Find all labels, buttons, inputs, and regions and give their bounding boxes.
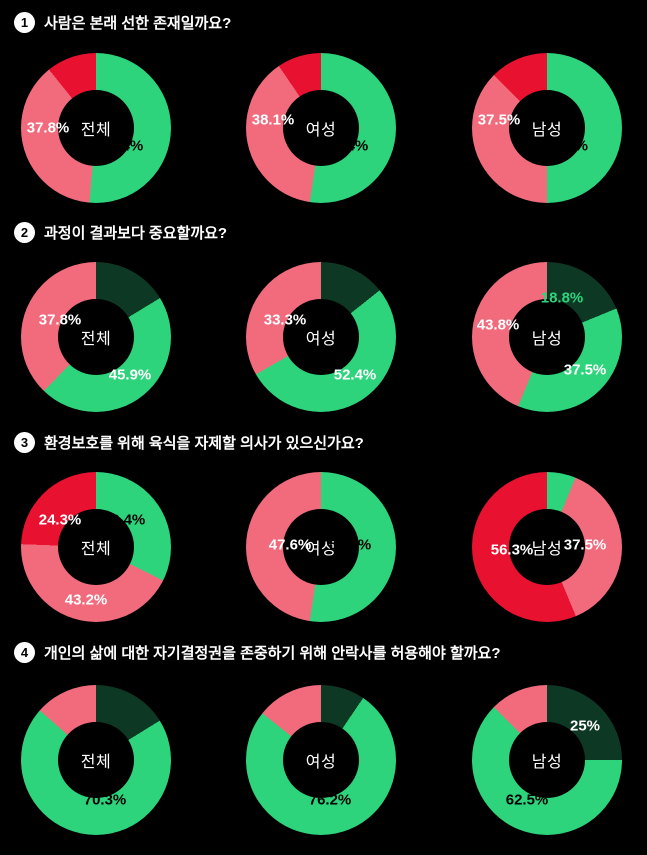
- donut-hole: 남성: [509, 299, 585, 375]
- donut-q3-female: 여성 52.4% 47.6%: [246, 472, 396, 622]
- segment-value-label: 37.8%: [26, 119, 70, 137]
- segment-value-label: 38.1%: [251, 111, 295, 129]
- donut-hole: 여성: [283, 722, 359, 798]
- donut-center-label: 전체: [80, 331, 112, 348]
- segment-value-label: 52.4%: [328, 536, 372, 554]
- question-header: 1 사람은 본래 선한 존재일까요?: [14, 11, 231, 33]
- segment-value-label: 37.8%: [38, 311, 82, 329]
- donut-center-label: 여성: [305, 541, 337, 558]
- donut-q1-total: 전체 51.4% 37.8%: [21, 53, 171, 203]
- donut-hole: 남성: [509, 722, 585, 798]
- segment-value-label: 52.4%: [325, 137, 369, 155]
- segment-value-label: 76.2%: [308, 791, 352, 809]
- donut-hole: 전체: [58, 90, 134, 166]
- segment-value-label: 52.4%: [333, 366, 377, 384]
- segment-value-label: 33.3%: [263, 311, 307, 329]
- donut-q3-male: 남성 37.5% 56.3%: [472, 472, 622, 622]
- segment-value-label: 37.5%: [563, 536, 607, 554]
- segment-value-label: 56.3%: [490, 541, 534, 559]
- segment-value-label: 45.9%: [108, 366, 152, 384]
- donut-center-label: 남성: [531, 122, 563, 139]
- segment-value-label: 43.8%: [476, 316, 520, 334]
- segment-value-label: 51.4%: [100, 137, 144, 155]
- donut-q2-female: 여성 52.4% 33.3%: [246, 262, 396, 412]
- question-number-badge: 2: [14, 221, 35, 243]
- donut-center-label: 전체: [80, 122, 112, 139]
- donut-q4-female: 여성 76.2%: [246, 685, 396, 835]
- segment-value-label: 37.5%: [563, 361, 607, 379]
- donut-hole: 남성: [509, 509, 585, 585]
- segment-value-label: 70.3%: [83, 791, 127, 809]
- donut-hole: 남성: [509, 90, 585, 166]
- question-header: 2 과정이 결과보다 중요할까요?: [14, 221, 227, 243]
- donut-q3-total: 전체 32.4% 43.2% 24.3%: [21, 472, 171, 622]
- donut-center-label: 전체: [80, 754, 112, 771]
- donut-center-label: 남성: [531, 331, 563, 348]
- question-number-badge: 4: [14, 641, 35, 663]
- question-title: 과정이 결과보다 중요할까요?: [44, 224, 228, 242]
- question-header: 4 개인의 삶에 대한 자기결정권을 존중하기 위해 안락사를 허용해야 할까요?: [14, 641, 501, 663]
- segment-value-label: 62.5%: [505, 791, 549, 809]
- donut-hole: 여성: [283, 299, 359, 375]
- segment-value-label: 47.6%: [268, 536, 312, 554]
- segment-value-label: 37.5%: [477, 111, 521, 129]
- donut-center-label: 남성: [531, 541, 563, 558]
- donut-center-label: 여성: [305, 122, 337, 139]
- donut-center-label: 남성: [531, 754, 563, 771]
- donut-q2-male: 남성 18.8% 37.5% 43.8%: [472, 262, 622, 412]
- question-number-badge: 1: [14, 11, 35, 33]
- segment-value-label: 43.2%: [64, 591, 108, 609]
- segment-value-label: 25%: [569, 717, 601, 735]
- donut-center-label: 여성: [305, 754, 337, 771]
- donut-center-label: 여성: [305, 331, 337, 348]
- donut-center-label: 전체: [80, 541, 112, 558]
- question-number-badge: 3: [14, 431, 35, 453]
- segment-value-label: 32.4%: [102, 511, 146, 529]
- donut-hole: 여성: [283, 509, 359, 585]
- donut-q2-total: 전체 45.9% 37.8%: [21, 262, 171, 412]
- question-title: 사람은 본래 선한 존재일까요?: [44, 14, 232, 32]
- segment-value-label: 50%: [557, 137, 589, 155]
- donut-hole: 전체: [58, 299, 134, 375]
- segment-value-label: 18.8%: [540, 289, 584, 307]
- donut-q4-total: 전체 70.3%: [21, 685, 171, 835]
- donut-q4-male: 남성 25% 62.5%: [472, 685, 622, 835]
- donut-hole: 전체: [58, 509, 134, 585]
- donut-q1-male: 남성 50% 37.5%: [472, 53, 622, 203]
- question-title: 개인의 삶에 대한 자기결정권을 존중하기 위해 안락사를 허용해야 할까요?: [44, 644, 501, 662]
- donut-q1-female: 여성 52.4% 38.1%: [246, 53, 396, 203]
- question-header: 3 환경보호를 위해 육식을 자제할 의사가 있으신가요?: [14, 431, 364, 453]
- donut-hole: 전체: [58, 722, 134, 798]
- question-title: 환경보호를 위해 육식을 자제할 의사가 있으신가요?: [44, 434, 364, 452]
- segment-value-label: 24.3%: [38, 511, 82, 529]
- donut-hole: 여성: [283, 90, 359, 166]
